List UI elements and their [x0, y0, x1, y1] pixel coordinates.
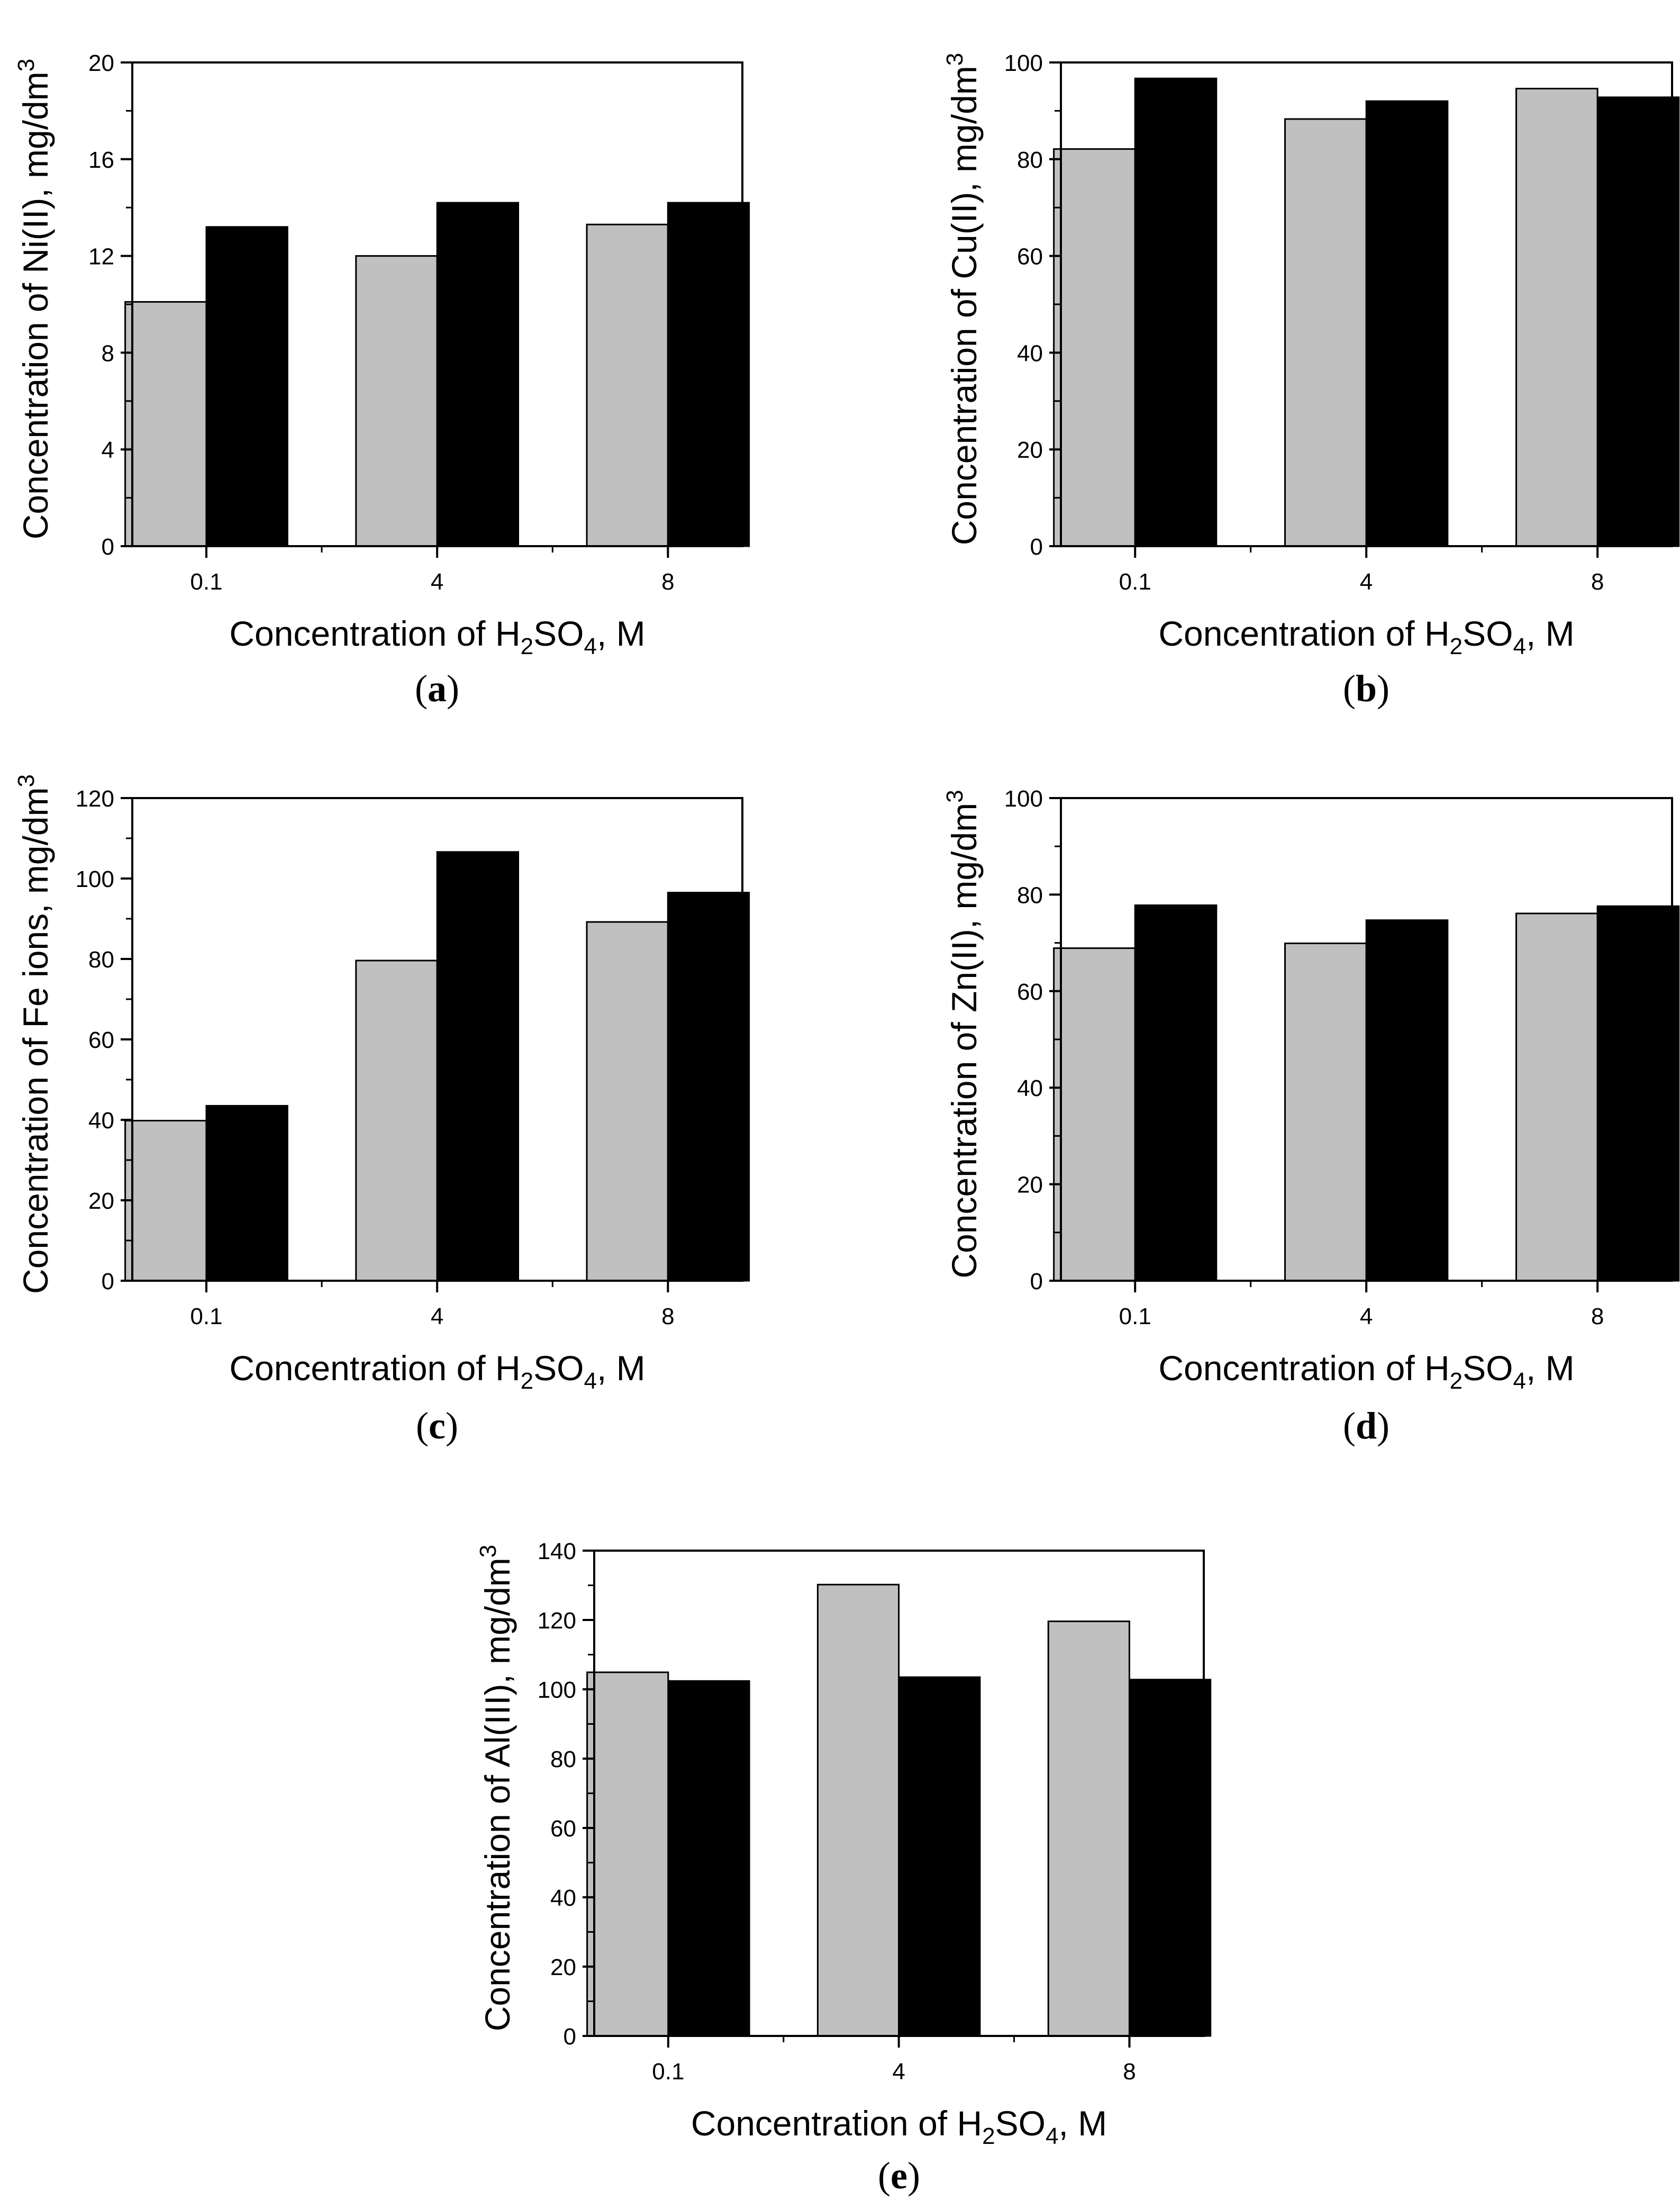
- x-tick-label-c-4: 4: [431, 1303, 443, 1329]
- x-axis-title-e: Concentration of H2SO4, M: [691, 2104, 1107, 2149]
- bar-a-series2-0.1: [205, 226, 288, 547]
- y-tick-label-e-40: 40: [550, 1885, 576, 1911]
- y-tick-label-d-40: 40: [1017, 1075, 1043, 1101]
- x-tick-label-c-0.1: 0.1: [190, 1303, 222, 1329]
- x-tick-label-e-4: 4: [892, 2059, 905, 2085]
- y-axis-title-c: Concentration of Fe ions, mg/dm3: [13, 774, 55, 1294]
- chart-panel-d: 0 20 40 60 80 100 0.1 4 8 Concentration of H2SO4,…: [942, 786, 1680, 1447]
- y-tick-label-b-100: 100: [1004, 50, 1043, 76]
- x-axis-title-b: Concentration of H2SO4, M: [1158, 614, 1574, 659]
- x-tick-label-d-0.1: 0.1: [1119, 1303, 1151, 1329]
- x-axis-title-d: Concentration of H2SO4, M: [1158, 1348, 1574, 1394]
- bar-d-series1-8: [1515, 912, 1599, 1282]
- x-tick-label-a-0.1: 0.1: [190, 569, 222, 595]
- panel-label-c: (c): [416, 1405, 458, 1447]
- panel-label-d: (d): [1343, 1405, 1390, 1447]
- y-tick-label-c-100: 100: [76, 866, 114, 892]
- x-tick-label-e-8: 8: [1123, 2059, 1136, 2085]
- y-tick-label-a-12: 12: [88, 244, 114, 270]
- y-tick-label-a-4: 4: [102, 437, 114, 463]
- panel-label-b: (b): [1343, 667, 1390, 710]
- bar-a-series1-0.1: [124, 301, 207, 547]
- y-tick-label-e-20: 20: [550, 1954, 576, 1980]
- x-tick-label-a-4: 4: [431, 569, 443, 595]
- y-tick-label-d-60: 60: [1017, 979, 1043, 1005]
- bar-e-series2-4: [898, 1676, 981, 2037]
- y-tick-label-c-120: 120: [76, 786, 114, 812]
- bar-e-series2-8: [1129, 1679, 1212, 2037]
- bar-c-series2-4: [436, 851, 520, 1282]
- bar-d-series2-0.1: [1134, 904, 1218, 1282]
- y-tick-label-a-8: 8: [102, 340, 114, 366]
- bar-a-series2-8: [667, 202, 750, 547]
- y-tick-label-d-100: 100: [1004, 786, 1043, 812]
- bar-e-series2-0.1: [667, 1680, 750, 2037]
- y-tick-label-c-40: 40: [88, 1108, 114, 1134]
- y-tick-label-b-20: 20: [1017, 437, 1043, 463]
- panel-label-a: (a): [415, 667, 459, 710]
- y-axis-title-e: Concentration of Al(III), mg/dm3: [475, 1545, 517, 2032]
- y-tick-label-e-120: 120: [538, 1608, 576, 1634]
- y-tick-label-e-140: 140: [538, 1538, 576, 1564]
- bar-e-series1-0.1: [586, 1671, 669, 2037]
- y-axis-title-d: Concentration of Zn(II), mg/dm3: [942, 790, 984, 1278]
- y-tick-label-e-60: 60: [550, 1816, 576, 1842]
- x-tick-label-c-8: 8: [661, 1303, 674, 1329]
- bar-b-series1-0.1: [1053, 148, 1136, 547]
- x-axis-title-a: Concentration of H2SO4, M: [229, 614, 645, 659]
- y-tick-label-b-0: 0: [1030, 534, 1043, 560]
- x-tick-label-a-8: 8: [661, 569, 674, 595]
- chart-panel-b: 0 20 40 60 80 100 0.1 4 8 Concentration of H2SO4,…: [942, 50, 1680, 710]
- bar-e-series1-8: [1047, 1620, 1130, 2037]
- y-tick-label-c-0: 0: [102, 1269, 114, 1294]
- x-tick-label-d-4: 4: [1360, 1303, 1373, 1329]
- bar-b-series2-0.1: [1134, 77, 1218, 547]
- x-tick-label-e-0.1: 0.1: [652, 2059, 684, 2085]
- y-tick-label-e-0: 0: [564, 2024, 576, 2050]
- x-tick-label-b-4: 4: [1360, 569, 1373, 595]
- y-tick-label-b-40: 40: [1017, 340, 1043, 366]
- bar-c-series1-8: [586, 921, 669, 1282]
- bar-c-series2-8: [667, 892, 750, 1282]
- bar-b-series2-8: [1596, 96, 1680, 547]
- y-tick-label-a-20: 20: [88, 50, 114, 76]
- y-axis-title-a: Concentration of Ni(II), mg/dm3: [13, 59, 55, 539]
- y-tick-label-c-60: 60: [88, 1027, 114, 1053]
- y-tick-label-d-80: 80: [1017, 882, 1043, 908]
- panel-label-e: (e): [878, 2154, 920, 2197]
- x-tick-label-b-8: 8: [1591, 569, 1604, 595]
- bar-a-series1-8: [586, 223, 669, 547]
- y-tick-label-d-20: 20: [1017, 1172, 1043, 1198]
- chart-panel-c: 0 20 40 60 80 100 120 0.1 4 8 Concentration of H2S…: [13, 774, 750, 1447]
- bar-c-series1-4: [355, 959, 438, 1282]
- bar-c-series1-0.1: [124, 1120, 207, 1282]
- bar-b-series2-4: [1365, 100, 1449, 547]
- bar-b-series1-8: [1515, 87, 1599, 547]
- y-tick-label-b-80: 80: [1017, 147, 1043, 173]
- y-tick-label-c-20: 20: [88, 1188, 114, 1214]
- bar-e-series1-4: [816, 1583, 900, 2037]
- y-tick-label-b-60: 60: [1017, 244, 1043, 270]
- bar-a-series2-4: [436, 202, 520, 547]
- y-tick-label-a-0: 0: [102, 534, 114, 560]
- bar-c-series2-0.1: [205, 1104, 288, 1282]
- y-tick-label-e-80: 80: [550, 1746, 576, 1772]
- bar-b-series1-4: [1284, 118, 1367, 547]
- y-tick-label-c-80: 80: [88, 947, 114, 973]
- bar-a-series1-4: [355, 255, 438, 547]
- y-tick-label-e-100: 100: [538, 1677, 576, 1703]
- x-axis-title-c: Concentration of H2SO4, M: [229, 1348, 645, 1394]
- y-tick-label-a-16: 16: [88, 147, 114, 173]
- chart-panel-e: 0 20 40 60 80 100 120 140 0.1 4 8 Concentration of …: [475, 1538, 1212, 2197]
- bar-d-series2-8: [1596, 905, 1680, 1282]
- y-tick-label-d-0: 0: [1030, 1269, 1043, 1294]
- bar-d-series1-4: [1284, 943, 1367, 1282]
- x-tick-label-b-0.1: 0.1: [1119, 569, 1151, 595]
- chart-panel-a: 0 4 8 12 16 20 0.1 4 8 Concentration of H2SO4, M C…: [13, 50, 750, 710]
- bar-d-series2-4: [1365, 919, 1449, 1282]
- x-tick-label-d-8: 8: [1591, 1303, 1604, 1329]
- bar-d-series1-0.1: [1053, 947, 1136, 1282]
- y-axis-title-b: Concentration of Cu(II), mg/dm3: [942, 53, 984, 546]
